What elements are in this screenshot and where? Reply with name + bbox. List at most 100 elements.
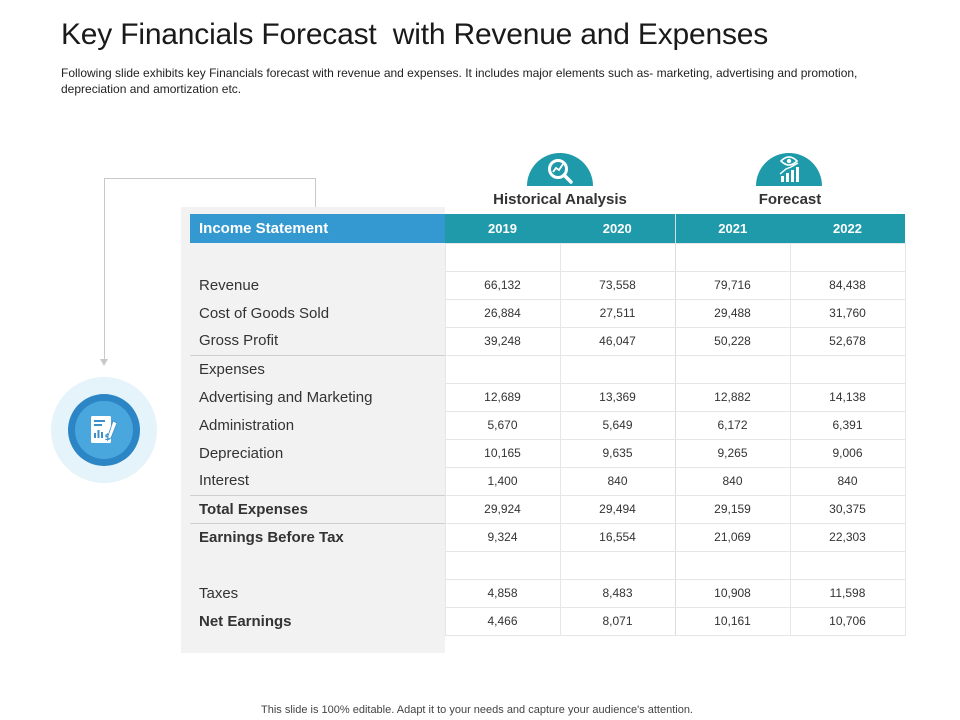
value-cell: 10,908 (674, 578, 791, 608)
value-cell: 840 (559, 466, 676, 496)
row-label: Earnings Before Tax (190, 522, 445, 551)
table-row: Administration 5,670 5,649 6,172 6,391 (190, 410, 906, 440)
row-label: Net Earnings (199, 612, 292, 630)
value-cell (789, 354, 906, 384)
row-label: Depreciation (199, 444, 284, 462)
value-cell: 4,466 (444, 606, 561, 636)
table-row: Interest 1,400 840 840 840 (190, 466, 906, 496)
value-cell: 52,678 (789, 326, 906, 356)
value-cell: 5,670 (444, 410, 561, 440)
value-cell: 11,598 (789, 578, 906, 608)
page-subtitle: Following slide exhibits key Financials … (61, 66, 858, 96)
value-cell: 5,649 (559, 410, 676, 440)
value-cell (789, 242, 906, 272)
value-cell: 9,006 (789, 438, 906, 468)
row-label (190, 551, 445, 579)
value-cell: 9,635 (559, 438, 676, 468)
value-cell: 29,488 (674, 298, 791, 328)
value-cell (444, 550, 561, 580)
value-cell: 27,511 (559, 298, 676, 328)
value-cell: 13,369 (559, 382, 676, 412)
value-cell (444, 242, 561, 272)
value-cell: 29,159 (674, 494, 791, 524)
value-cell: 12,882 (674, 382, 791, 412)
eye-bar-chart-icon (756, 153, 822, 186)
value-cell: 6,391 (789, 410, 906, 440)
value-cell: 22,303 (789, 522, 906, 552)
table-row (190, 550, 906, 580)
year-header: 2019 (445, 214, 560, 243)
row-label: Cost of Goods Sold (199, 304, 330, 322)
connector-line (104, 178, 316, 208)
table-row: Cost of Goods Sold 26,884 27,511 29,488 31,7… (190, 298, 906, 328)
value-cell: 9,265 (674, 438, 791, 468)
value-cell: 26,884 (444, 298, 561, 328)
value-cell (559, 242, 676, 272)
row-label: Advertising and Marketing (199, 388, 373, 406)
value-cell: 840 (789, 466, 906, 496)
historical-analysis-label: Historical Analysis (493, 191, 627, 208)
value-cell: 14,138 (789, 382, 906, 412)
value-cell: 9,324 (444, 522, 561, 552)
value-cell: 79,716 (674, 270, 791, 300)
page-title: Key Financials Forecast with Revenue and… (61, 18, 769, 51)
value-cell: 66,132 (444, 270, 561, 300)
row-label: Taxes (199, 584, 239, 602)
value-cell: 31,760 (789, 298, 906, 328)
row-label: Gross Profit (199, 332, 279, 350)
value-cell (674, 354, 791, 384)
row-label: Administration (199, 416, 295, 434)
connector-arrowhead (100, 359, 108, 366)
value-cell: 6,172 (674, 410, 791, 440)
value-cell: 46,047 (559, 326, 676, 356)
row-label: Total Expenses (190, 494, 445, 523)
row-label: Expenses (190, 354, 445, 383)
value-cell: 21,069 (674, 522, 791, 552)
value-cell: 84,438 (789, 270, 906, 300)
value-cell: 50,228 (674, 326, 791, 356)
value-cell (559, 550, 676, 580)
value-cell: 4,858 (444, 578, 561, 608)
value-cell: 16,554 (559, 522, 676, 552)
value-cell: 29,924 (444, 494, 561, 524)
value-cell: 840 (674, 466, 791, 496)
magnifier-chart-icon (527, 153, 593, 186)
value-cell (674, 242, 791, 272)
table-header-row: Income Statement 2019 2020 2021 2022 (190, 214, 905, 243)
connector-line-down (104, 208, 105, 360)
row-label: Revenue (199, 276, 260, 294)
table-row: Taxes 4,858 8,483 10,908 11,598 (190, 578, 906, 608)
value-cell (789, 550, 906, 580)
year-header: 2022 (790, 214, 905, 243)
year-header: 2021 (675, 214, 790, 243)
value-cell (444, 354, 561, 384)
table-row: Advertising and Marketing 12,689 13,369 12,… (190, 382, 906, 412)
value-cell: 30,375 (789, 494, 906, 524)
year-header: 2020 (560, 214, 676, 243)
value-cell: 10,165 (444, 438, 561, 468)
table-row: Total Expenses 29,924 29,494 29,159 30,375 (190, 494, 906, 524)
forecast-label: Forecast (758, 191, 822, 208)
row-label (190, 243, 445, 271)
value-cell: 10,161 (674, 606, 791, 636)
table-row: Depreciation 10,165 9,635 9,265 9,006 (190, 438, 906, 468)
table-row: Net Earnings 4,466 8,071 10,161 10,706 (190, 606, 906, 636)
value-cell (674, 550, 791, 580)
row-label-panel (181, 207, 445, 653)
table-row: Revenue 66,132 73,558 79,716 84,438 (190, 270, 906, 300)
table-row: Gross Profit 39,248 46,047 50,228 52,678 (190, 326, 906, 356)
row-label: Interest (199, 472, 250, 490)
value-cell (559, 354, 676, 384)
table-row: Earnings Before Tax 9,324 16,554 21,069 22,3… (190, 522, 906, 552)
value-cell: 73,558 (559, 270, 676, 300)
value-cell: 39,248 (444, 326, 561, 356)
value-cell: 8,483 (559, 578, 676, 608)
financial-report-icon: $ (75, 401, 133, 459)
value-cell: 8,071 (559, 606, 676, 636)
value-cell: 29,494 (559, 494, 676, 524)
income-statement-header: Income Statement (190, 214, 445, 243)
income-statement-table: Income Statement 2019 2020 2021 2022 Rev… (190, 214, 906, 636)
footer-note: This slide is 100% editable. Adapt it to… (261, 704, 693, 716)
table-row: Expenses (190, 354, 906, 384)
table-row (190, 242, 906, 272)
